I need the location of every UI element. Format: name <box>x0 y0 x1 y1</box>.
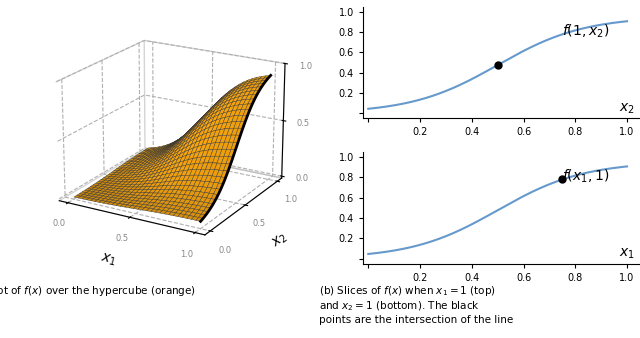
Text: $x_1$: $x_1$ <box>619 247 634 261</box>
Text: (b) Slices of $f(x)$ when $x_1 = 1$ (top)
and $x_2 = 1$ (bottom). The black
poin: (b) Slices of $f(x)$ when $x_1 = 1$ (top… <box>319 284 513 325</box>
Text: $f(x_1, 1)$: $f(x_1, 1)$ <box>563 168 610 185</box>
Text: (a) Plot of $f(x)$ over the hypercube (orange): (a) Plot of $f(x)$ over the hypercube (o… <box>0 284 196 298</box>
Text: $x_2$: $x_2$ <box>619 102 634 116</box>
Text: $f(1, x_2)$: $f(1, x_2)$ <box>563 23 610 40</box>
X-axis label: $x_1$: $x_1$ <box>99 251 118 269</box>
Y-axis label: $x_2$: $x_2$ <box>270 230 291 251</box>
